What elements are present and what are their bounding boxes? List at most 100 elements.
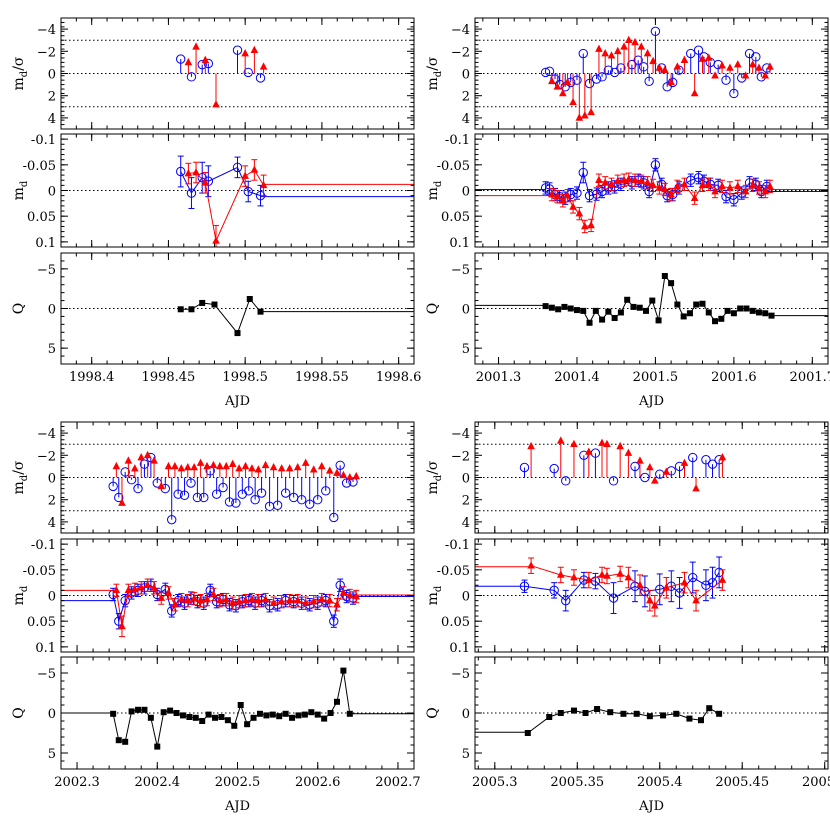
data-point bbox=[192, 492, 203, 503]
series-red-triangle bbox=[475, 557, 727, 617]
y-tick-label: −5 bbox=[37, 263, 56, 278]
data-point bbox=[327, 710, 334, 716]
plot-area bbox=[61, 578, 414, 638]
data-point bbox=[261, 595, 270, 603]
y-tick-label: 4 bbox=[462, 516, 470, 531]
data-point bbox=[313, 495, 323, 505]
y-tick-label: 2 bbox=[48, 90, 56, 105]
data-point bbox=[352, 592, 361, 600]
data-point bbox=[749, 307, 756, 314]
data-point bbox=[667, 190, 675, 198]
subplot-1: −4 −2 0 2 4 md/σ bbox=[425, 17, 829, 130]
data-point bbox=[637, 42, 646, 50]
y-tick-label: 2 bbox=[48, 494, 56, 509]
series-red-triangle bbox=[112, 450, 361, 506]
data-point bbox=[167, 707, 174, 714]
data-point bbox=[241, 461, 250, 470]
chart-panel-top-right: −4 −2 0 2 4 md/σ -0.1 -0.05 0 0.05 0.1 md −5 0 5 Q 2001.… bbox=[425, 17, 830, 409]
data-point bbox=[133, 483, 143, 494]
data-point bbox=[680, 179, 689, 188]
data-point bbox=[164, 461, 173, 470]
plot-area bbox=[61, 667, 414, 750]
data-point bbox=[599, 316, 606, 323]
y-axis-label: md bbox=[425, 585, 444, 605]
data-point bbox=[673, 62, 682, 70]
data-point bbox=[209, 589, 218, 598]
data-point bbox=[232, 162, 243, 173]
data-point bbox=[603, 571, 611, 579]
data-point bbox=[118, 621, 126, 630]
data-point bbox=[636, 304, 643, 311]
subplot-2: -0.1 -0.05 0 0.05 0.1 md bbox=[11, 538, 415, 656]
data-point bbox=[126, 475, 137, 485]
data-point bbox=[346, 473, 354, 481]
data-point bbox=[150, 456, 158, 464]
data-point bbox=[269, 598, 278, 607]
data-point bbox=[591, 189, 602, 199]
data-point bbox=[605, 308, 612, 315]
y-tick-label: -0.05 bbox=[437, 564, 470, 579]
data-point bbox=[293, 463, 302, 471]
data-point bbox=[244, 486, 254, 496]
data-point bbox=[309, 597, 318, 605]
plot-area bbox=[475, 158, 828, 234]
series-line bbox=[527, 707, 720, 734]
data-point bbox=[228, 598, 237, 607]
data-point bbox=[549, 463, 559, 474]
data-point bbox=[755, 183, 763, 191]
data-point bbox=[203, 595, 211, 603]
data-point bbox=[301, 458, 310, 466]
series-red-triangle bbox=[61, 578, 414, 638]
data-point bbox=[595, 44, 603, 52]
subplot-3: −5 0 5 Q 2002.3 2002.4 2002.5 2002.6 2002.7 AJD bbox=[11, 656, 421, 814]
data-point bbox=[613, 46, 622, 55]
x-tick-label: 2002.3 bbox=[54, 775, 100, 790]
data-point bbox=[209, 460, 218, 469]
y-axis-label: Q bbox=[11, 707, 27, 718]
data-point bbox=[346, 591, 354, 599]
data-point bbox=[184, 57, 193, 66]
data-point bbox=[173, 710, 180, 716]
data-point bbox=[131, 464, 139, 472]
data-point bbox=[122, 738, 129, 745]
data-point bbox=[667, 77, 675, 86]
data-point bbox=[348, 477, 358, 487]
y-tick-label: 0 bbox=[462, 185, 470, 200]
data-point bbox=[624, 296, 631, 303]
data-point bbox=[263, 712, 270, 719]
data-point bbox=[205, 585, 215, 596]
data-point bbox=[680, 55, 689, 63]
data-point bbox=[177, 464, 186, 472]
x-tick-label: 2001.6 bbox=[711, 370, 757, 385]
x-axis-label: AJD bbox=[638, 799, 664, 814]
data-point bbox=[218, 714, 225, 720]
data-point bbox=[766, 181, 774, 190]
data-point bbox=[197, 59, 207, 70]
data-point bbox=[697, 717, 704, 724]
data-point bbox=[624, 35, 633, 43]
data-point bbox=[582, 710, 589, 716]
data-point bbox=[339, 470, 348, 479]
data-point bbox=[131, 584, 139, 593]
data-point bbox=[176, 54, 186, 64]
series-blue-circle bbox=[108, 452, 358, 525]
data-point bbox=[203, 58, 214, 69]
y-axis-label: md bbox=[11, 180, 30, 200]
data-point bbox=[250, 45, 259, 53]
subplot-2: -0.1 -0.05 0 0.05 0.1 md bbox=[11, 133, 415, 251]
data-point bbox=[277, 464, 286, 472]
series-blue-circle bbox=[176, 45, 266, 83]
data-point bbox=[643, 178, 652, 186]
data-point bbox=[661, 184, 669, 193]
series-black-square bbox=[475, 272, 828, 326]
data-point bbox=[607, 709, 614, 716]
data-point bbox=[199, 718, 206, 724]
data-point bbox=[733, 181, 742, 190]
data-point bbox=[686, 715, 693, 722]
data-point bbox=[680, 578, 689, 586]
data-point bbox=[578, 48, 588, 59]
data-point bbox=[186, 714, 193, 720]
data-point bbox=[630, 303, 637, 310]
data-point bbox=[124, 585, 133, 594]
data-point bbox=[341, 478, 352, 488]
